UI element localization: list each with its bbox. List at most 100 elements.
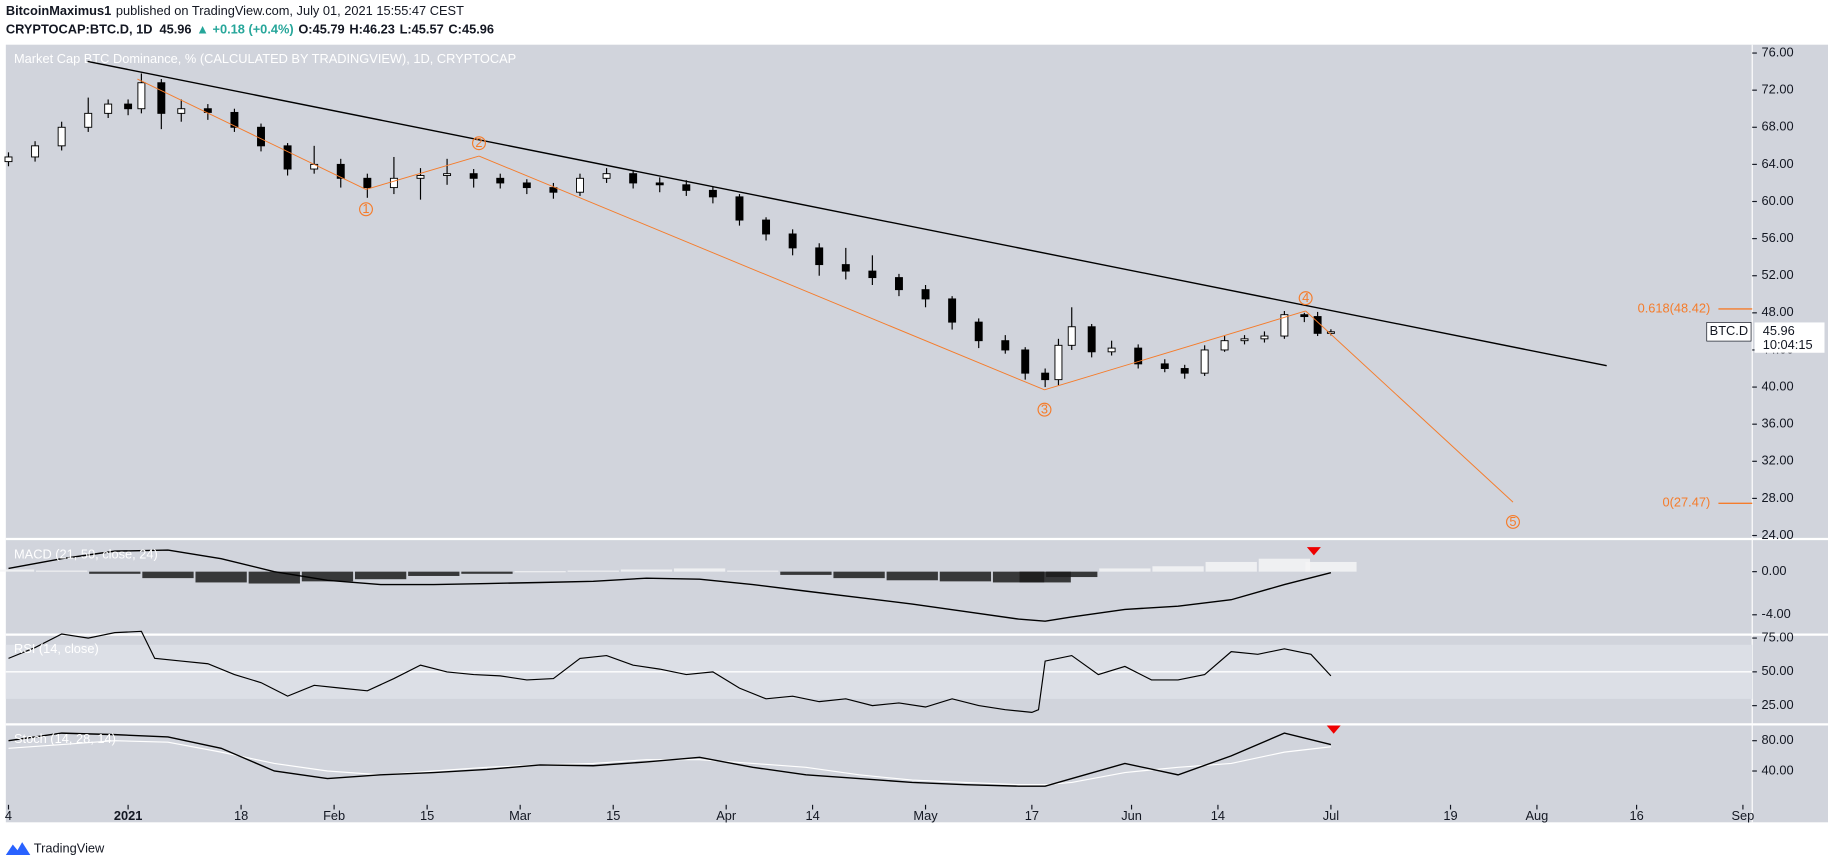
candle-body bbox=[1280, 314, 1289, 337]
candle-body bbox=[974, 321, 983, 342]
y-tick-label: 68.00 bbox=[1762, 119, 1794, 134]
candle-body bbox=[1200, 349, 1209, 374]
candle-body bbox=[522, 182, 531, 189]
price-value: 45.96 bbox=[1763, 323, 1795, 338]
candle-body bbox=[762, 219, 771, 235]
y-tick-label: 60.00 bbox=[1762, 193, 1794, 208]
ohlc-key: L: bbox=[400, 22, 412, 37]
candle-body bbox=[177, 108, 186, 114]
y-tick-label: 40.00 bbox=[1762, 762, 1794, 777]
wave-circle bbox=[1505, 514, 1520, 529]
candle-body bbox=[1260, 335, 1269, 340]
x-tick-label: 14 bbox=[805, 808, 819, 823]
x-tick-label: May bbox=[913, 808, 938, 823]
histogram-bar bbox=[886, 571, 938, 581]
x-tick-label: 17 bbox=[1025, 808, 1039, 823]
wave-circle bbox=[1037, 402, 1052, 417]
wave-label: 4 bbox=[1302, 290, 1309, 305]
candle-body bbox=[1087, 326, 1096, 353]
y-tick-label: 50.00 bbox=[1762, 663, 1794, 678]
candle-body bbox=[788, 233, 797, 249]
candle-body bbox=[1021, 349, 1030, 374]
candle-body bbox=[157, 82, 166, 114]
price-axis-tag bbox=[1754, 322, 1825, 353]
y-tick-label: 80.00 bbox=[1762, 732, 1794, 747]
candle-body bbox=[576, 177, 584, 193]
stoch-k-line bbox=[8, 732, 1332, 787]
x-tick-label: 14 bbox=[1211, 808, 1225, 823]
candle-body bbox=[389, 177, 398, 189]
signal-marker bbox=[1326, 725, 1341, 734]
candle-body bbox=[104, 103, 113, 114]
y-tick-label: -4.00 bbox=[1762, 606, 1791, 621]
histogram-bar bbox=[673, 568, 726, 572]
histogram-bar bbox=[461, 571, 513, 574]
x-tick-label: 2021 bbox=[114, 808, 143, 823]
histogram-bar bbox=[727, 570, 779, 572]
y-tick-label: 48.00 bbox=[1762, 304, 1794, 319]
candle-body bbox=[1054, 344, 1063, 381]
candle-body bbox=[84, 112, 93, 128]
candle-body bbox=[655, 182, 664, 186]
histogram-bar bbox=[195, 571, 247, 583]
candle-body bbox=[31, 145, 40, 158]
histogram-bar bbox=[1152, 566, 1204, 572]
candle-body bbox=[283, 145, 292, 170]
histogram-bar bbox=[354, 571, 407, 580]
trendline bbox=[87, 60, 1607, 367]
candle-body bbox=[203, 108, 212, 113]
histogram-bar bbox=[1205, 561, 1257, 572]
candle-body bbox=[948, 298, 957, 323]
histogram-bar bbox=[992, 571, 1045, 583]
wave-segment bbox=[137, 78, 367, 190]
candle-body bbox=[1313, 316, 1322, 334]
published: published on TradingView.com, July 01, 2… bbox=[116, 3, 464, 18]
y-tick-label: 24.00 bbox=[1762, 527, 1794, 542]
wave-circle bbox=[471, 136, 486, 151]
candle-body bbox=[336, 163, 345, 179]
wave-segment bbox=[365, 155, 480, 190]
histogram-bar bbox=[89, 571, 141, 574]
candle-body bbox=[57, 126, 66, 147]
candle-body bbox=[257, 126, 265, 147]
x-tick-label: Sep bbox=[1732, 808, 1755, 823]
ohlc-value: 45.96 bbox=[462, 22, 494, 37]
candle-body bbox=[1160, 363, 1169, 369]
candle-body bbox=[841, 264, 850, 272]
brand: TradingView bbox=[34, 841, 105, 856]
candle-body bbox=[1134, 347, 1143, 365]
indicator-title: RSI (14, close) bbox=[14, 641, 99, 656]
histogram-bar bbox=[36, 570, 88, 572]
candle-body bbox=[1240, 338, 1249, 342]
x-tick-label: 18 bbox=[234, 808, 248, 823]
histogram-bar bbox=[1099, 568, 1151, 572]
candle-body bbox=[443, 173, 452, 176]
x-tick-label: Apr bbox=[716, 808, 737, 823]
y-tick-label: 40.00 bbox=[1762, 378, 1794, 393]
y-tick-label: 56.00 bbox=[1762, 230, 1794, 245]
candle-body bbox=[629, 173, 638, 184]
indicator-title: Stoch (14, 28, 14) bbox=[14, 731, 116, 746]
wave-circle bbox=[1298, 291, 1313, 306]
symbol-line: CRYPTOCAP:BTC.D, 1D 45.96 ▲ +0.18 (+0.4%) O… bbox=[6, 22, 494, 37]
wave-segment bbox=[1044, 310, 1306, 391]
candle-body bbox=[921, 289, 930, 300]
histogram-bar bbox=[833, 571, 885, 579]
candle-body bbox=[549, 187, 558, 193]
countdown: 10:04:15 bbox=[1763, 337, 1813, 352]
histogram-bar bbox=[248, 571, 300, 584]
histogram-bar bbox=[567, 570, 619, 572]
y-tick-label: 25.00 bbox=[1762, 697, 1794, 712]
wave-segment bbox=[478, 155, 1045, 391]
x-tick-label: 19 bbox=[1443, 808, 1457, 823]
histogram-bar bbox=[620, 569, 673, 572]
logo bbox=[5, 842, 31, 855]
histogram-bar bbox=[1305, 561, 1357, 572]
wave-circle bbox=[359, 202, 374, 217]
symbol: CRYPTOCAP:BTC.D, 1D bbox=[6, 22, 153, 37]
histogram-bar bbox=[1046, 571, 1098, 578]
histogram-bar bbox=[939, 571, 992, 582]
candle-body bbox=[1001, 340, 1010, 351]
